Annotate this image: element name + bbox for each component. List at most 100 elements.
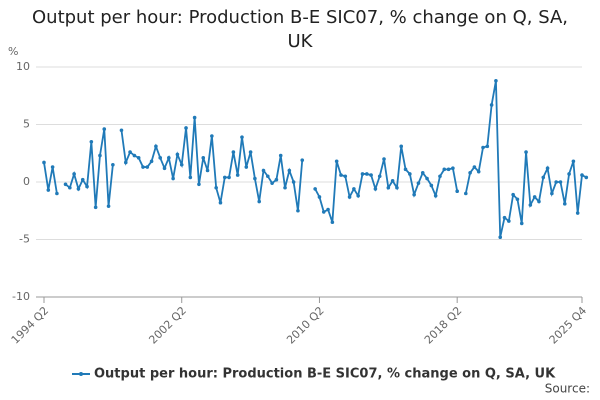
source: Source: <box>545 382 590 396</box>
point <box>119 128 124 133</box>
point <box>85 184 89 189</box>
point <box>339 173 343 177</box>
point <box>562 202 567 206</box>
point <box>128 150 132 154</box>
point <box>171 176 175 181</box>
point <box>468 171 472 175</box>
point <box>162 166 167 170</box>
point <box>455 189 459 193</box>
point <box>296 208 300 213</box>
point <box>132 153 137 158</box>
point <box>291 180 296 184</box>
point <box>541 175 546 180</box>
point <box>145 165 150 169</box>
point <box>240 135 244 139</box>
series-line <box>43 80 587 238</box>
point <box>46 188 51 192</box>
point <box>425 176 429 181</box>
point <box>567 172 571 176</box>
point <box>68 185 72 190</box>
point <box>485 144 490 149</box>
point <box>278 153 283 158</box>
point <box>554 180 558 184</box>
point <box>222 175 227 180</box>
point <box>42 160 46 165</box>
point <box>214 185 218 190</box>
point <box>55 191 59 196</box>
point <box>498 235 503 239</box>
point <box>575 211 580 215</box>
point <box>390 179 395 183</box>
x-tick-label: 1994 Q2 <box>9 304 52 347</box>
point <box>106 204 111 208</box>
point <box>502 215 507 220</box>
point <box>197 182 201 187</box>
point <box>201 156 206 160</box>
point <box>369 173 373 177</box>
point <box>558 180 563 184</box>
point <box>360 172 365 176</box>
x-tick-label: 2010 Q2 <box>284 304 327 347</box>
point <box>261 168 266 173</box>
point <box>532 195 537 199</box>
point <box>377 174 382 179</box>
point <box>326 207 330 212</box>
point <box>76 187 81 191</box>
point <box>179 162 184 167</box>
point <box>274 177 279 182</box>
point <box>188 175 193 180</box>
point <box>154 144 158 149</box>
point <box>287 168 292 173</box>
point <box>270 181 274 185</box>
point <box>412 192 416 197</box>
point <box>429 183 434 188</box>
x-tick-label: 2025 Q4 <box>547 304 590 347</box>
point <box>446 167 451 172</box>
x-tick-label: 2002 Q2 <box>146 304 189 347</box>
point <box>317 195 322 199</box>
y-tick-label: -10 <box>12 290 30 303</box>
point <box>494 79 498 83</box>
point <box>365 172 369 176</box>
point <box>93 205 98 210</box>
point <box>343 174 348 179</box>
point <box>98 153 102 158</box>
point <box>489 103 494 107</box>
point <box>442 167 447 172</box>
point <box>248 150 253 154</box>
point <box>395 185 399 190</box>
point <box>210 134 214 138</box>
point <box>175 152 180 157</box>
point <box>300 158 305 162</box>
point <box>283 185 287 190</box>
point <box>524 150 528 154</box>
point <box>167 156 171 160</box>
point <box>528 203 533 207</box>
point <box>205 168 210 173</box>
point <box>507 219 511 223</box>
point <box>537 199 541 204</box>
point <box>511 192 515 197</box>
point <box>80 177 85 182</box>
legend-label: Output per hour: Production B-E SIC07, %… <box>94 367 556 382</box>
point <box>136 156 141 160</box>
chart-title: Output per hour: Production B-E SIC07, %… <box>32 7 568 52</box>
legend-marker <box>79 372 83 376</box>
point <box>218 200 223 205</box>
point <box>519 221 524 226</box>
point <box>253 176 257 181</box>
point <box>231 150 236 154</box>
point <box>451 166 455 170</box>
point <box>420 171 425 175</box>
y-tick-label: 0 <box>23 175 30 188</box>
point <box>515 197 520 202</box>
point <box>463 191 468 196</box>
y-tick-label: 10 <box>16 60 30 73</box>
point <box>399 144 404 149</box>
point <box>192 115 197 120</box>
point <box>386 185 391 190</box>
point <box>352 187 356 191</box>
point <box>50 165 55 169</box>
point <box>403 167 408 172</box>
